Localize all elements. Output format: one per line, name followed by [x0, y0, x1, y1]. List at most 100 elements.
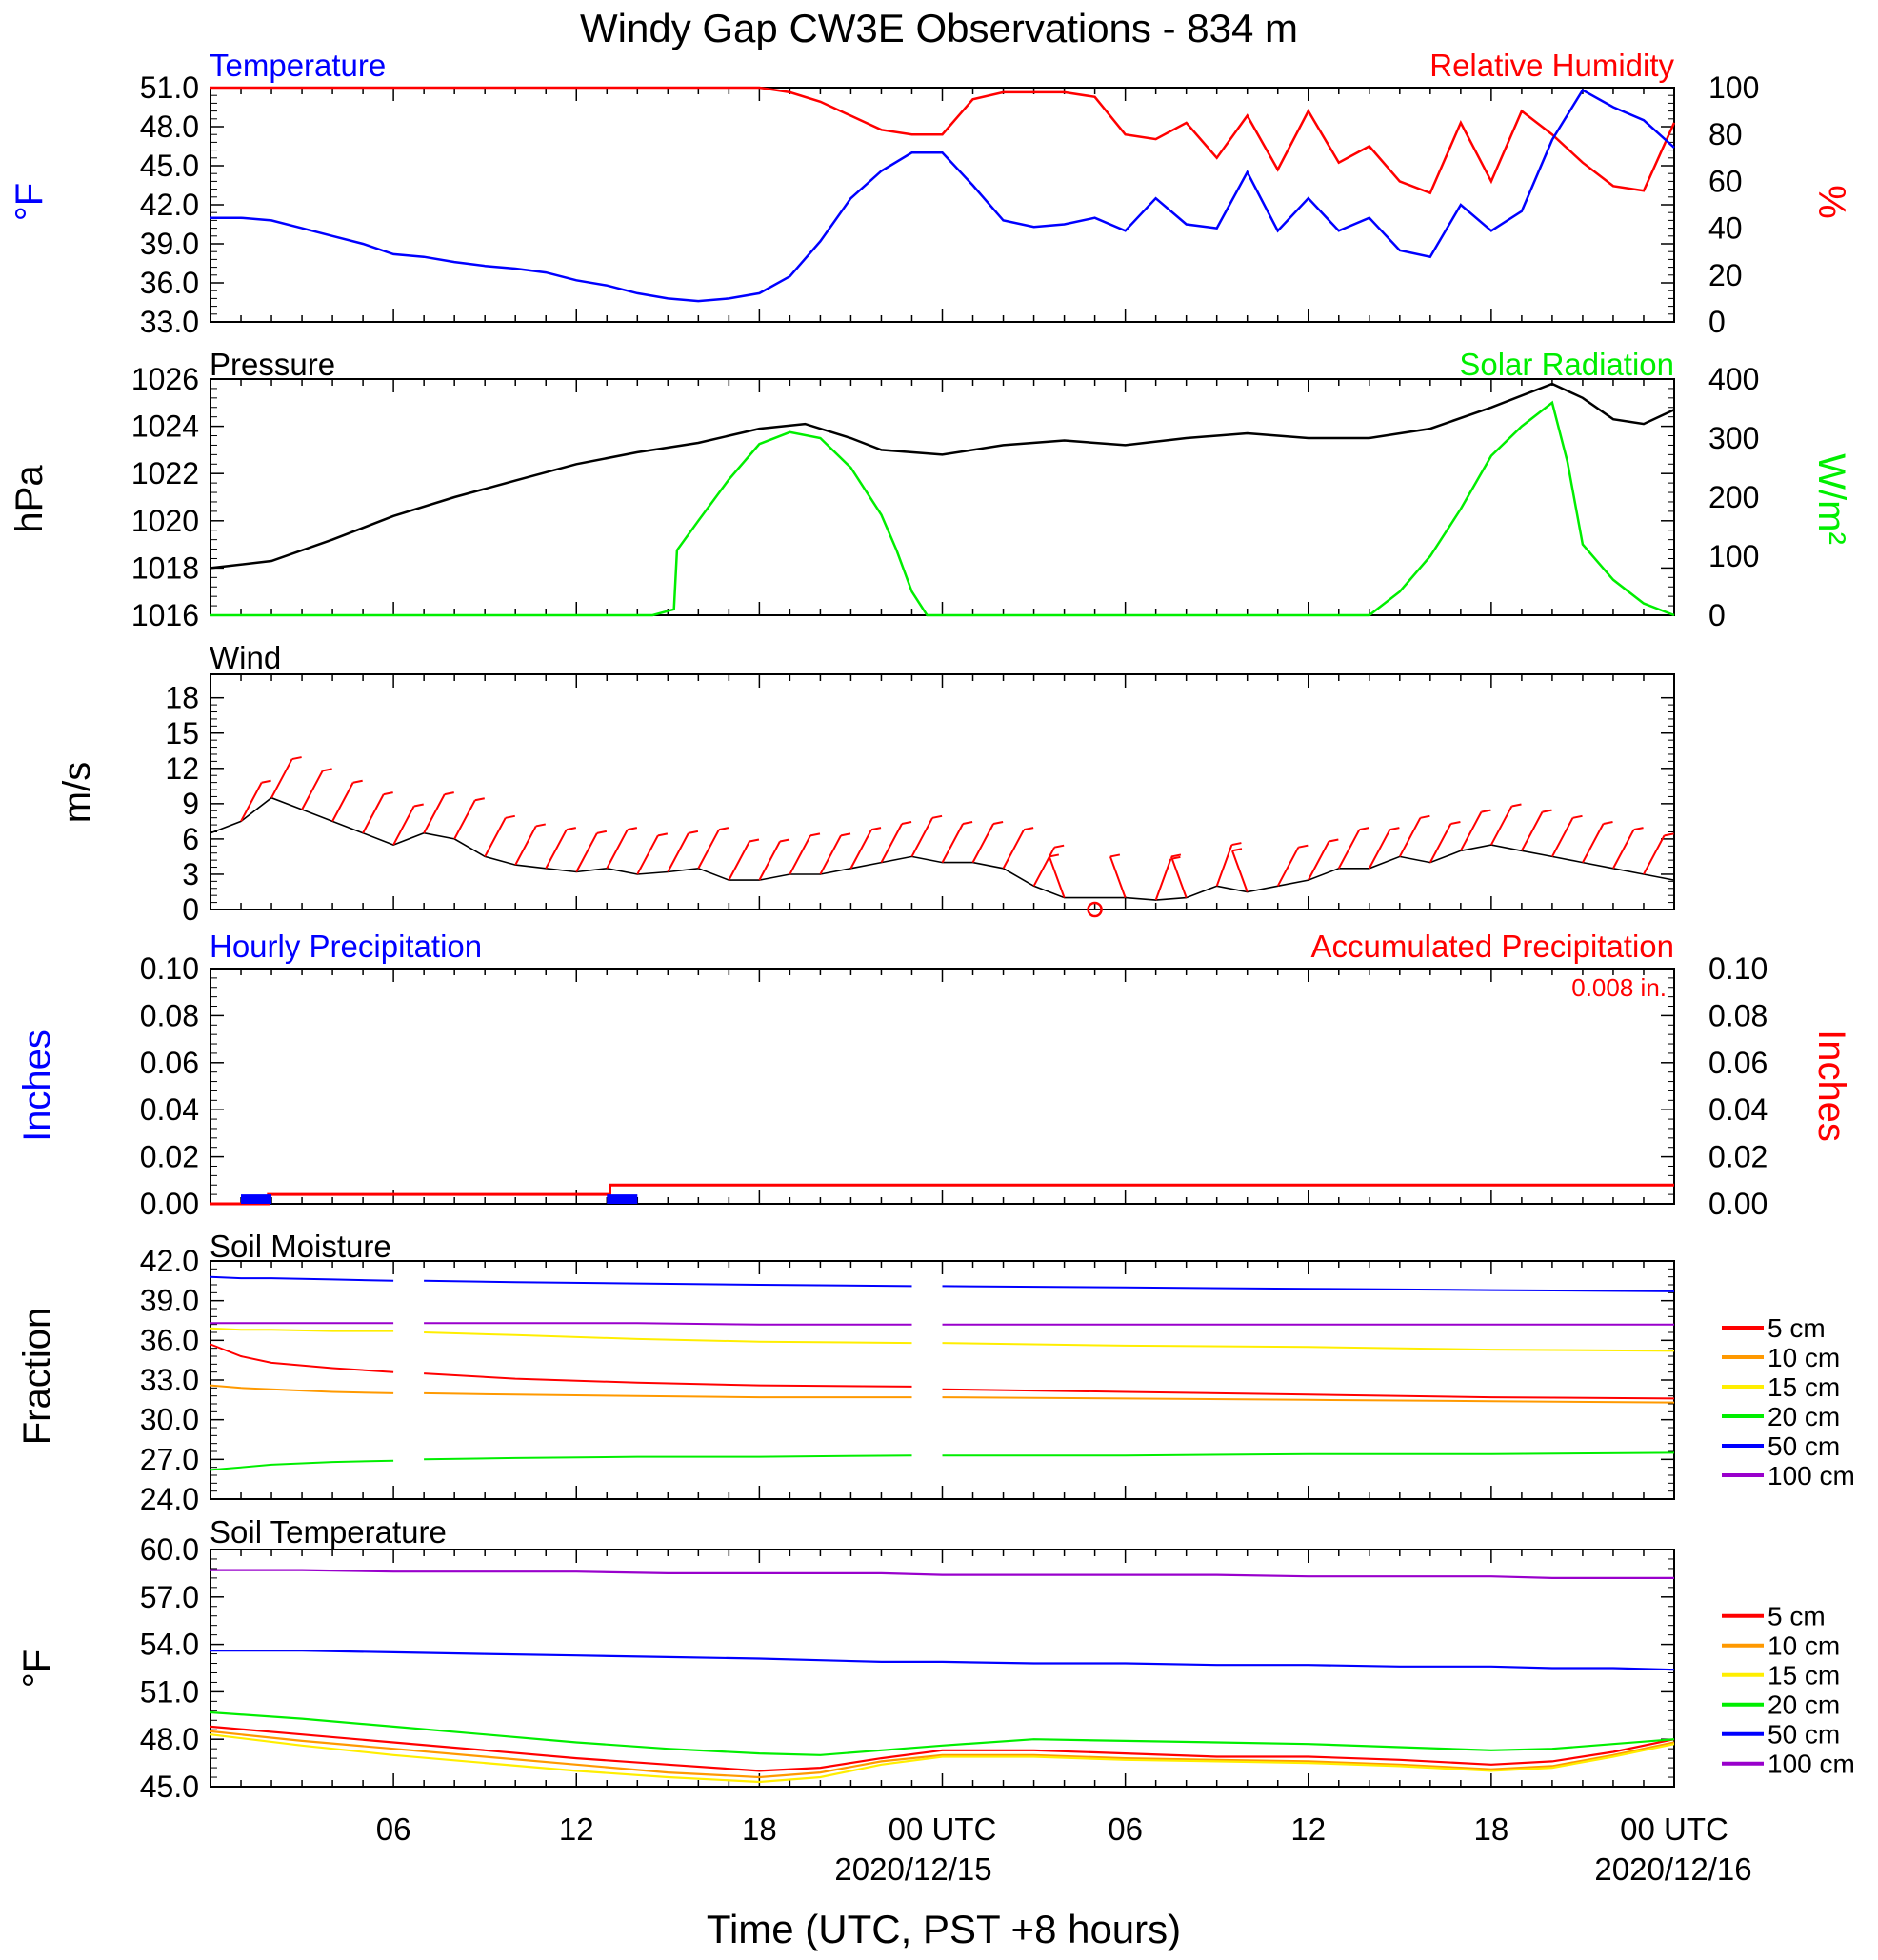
hourly-precip-ylabel: Inches — [16, 1030, 58, 1142]
y-tick-label-left: 0.00 — [140, 1187, 199, 1221]
y-tick-label-left: 33.0 — [140, 1363, 199, 1397]
wind-barb — [728, 841, 750, 881]
precipitation-plot: 0.00 0.02 0.04 0.06 0.08 0.10 0.00 0.02 0.04 0.06… — [140, 951, 1768, 1221]
series-soil-moisture-20cm — [942, 1451, 1675, 1457]
wind-barb-feather — [1109, 853, 1121, 858]
wind-barb-feather — [1231, 842, 1242, 847]
wind-barb — [1643, 834, 1666, 875]
wind-barb-feather — [870, 827, 882, 831]
y-tick-label-right: 200 — [1708, 480, 1759, 514]
y-tick-label-left: 1026 — [131, 362, 199, 396]
y-tick-label-left: 30.0 — [140, 1403, 199, 1437]
wind-barb — [1109, 856, 1127, 898]
y-tick-label-left: 0.08 — [140, 998, 199, 1032]
legend-label: 50 cm — [1768, 1431, 1840, 1461]
y-tick-label-left: 6 — [182, 822, 199, 856]
wind-barb-feather — [383, 791, 393, 796]
wind-barb-feather — [749, 838, 760, 843]
wind-barb — [1398, 817, 1422, 857]
y-tick-label-left: 12 — [165, 751, 199, 786]
y-tick-label-right: 0.04 — [1708, 1092, 1768, 1127]
wind-barb — [636, 834, 659, 875]
plot-frame — [210, 87, 1675, 323]
wind-barb-feather — [1664, 832, 1674, 837]
time-tick-label: 12 — [1290, 1811, 1326, 1847]
wind-barb — [606, 829, 629, 870]
y-tick-label-right: 0.06 — [1708, 1046, 1768, 1080]
wind-barb — [667, 832, 689, 872]
time-tick-label: 00 UTC — [1620, 1811, 1728, 1847]
y-tick-label-left: 60.0 — [140, 1532, 199, 1567]
wind-barb-feather — [931, 814, 943, 819]
legend-label: 100 cm — [1768, 1750, 1855, 1779]
y-tick-label-left: 27.0 — [140, 1442, 199, 1476]
accum-precip-total: 0.008 in. — [1571, 973, 1667, 1002]
legend-label: 5 cm — [1768, 1313, 1826, 1343]
y-tick-label-right: 20 — [1708, 258, 1743, 292]
accum-precip-title: Accumulated Precipitation — [1310, 929, 1674, 964]
wind-barb-feather — [627, 827, 638, 831]
soil-temp-ylabel: °F — [16, 1650, 58, 1688]
wind-barb — [758, 841, 781, 881]
y-tick-label-left: 1024 — [131, 410, 199, 444]
y-tick-label-left: 9 — [182, 787, 199, 821]
series-soil-moisture-10cm — [424, 1391, 912, 1399]
time-axis: 06 12 18 00 UTC 06 12 18 00 UTC — [376, 1811, 1728, 1847]
y-tick-label-left: 48.0 — [140, 1722, 199, 1756]
legend-label: 15 cm — [1768, 1661, 1840, 1690]
figure-title: Windy Gap CW3E Observations - 834 m — [580, 6, 1298, 50]
wind-barb-feather — [1359, 827, 1369, 831]
temp-title: Temperature — [210, 48, 386, 83]
wind-barb-feather — [291, 756, 302, 761]
solar-ylabel: W/m² — [1810, 453, 1852, 545]
y-tick-label-left: 51.0 — [140, 70, 199, 105]
series-soil-moisture-10cm — [942, 1396, 1675, 1404]
y-tick-label-left: 0.10 — [140, 951, 199, 986]
series-soil-temperature-10cm — [210, 1730, 1675, 1779]
soil-temp-title: Soil Temperature — [210, 1514, 447, 1550]
x-axis-label: Time (UTC, PST +8 hours) — [707, 1907, 1181, 1951]
wind-barb-feather — [535, 823, 547, 828]
pressure-title: Pressure — [210, 347, 335, 382]
wind-barb — [1154, 858, 1172, 901]
y-tick-label-left: 39.0 — [140, 1284, 199, 1318]
legend-label: 50 cm — [1768, 1720, 1840, 1750]
wind-barb-feather — [1572, 814, 1583, 819]
y-tick-label-right: 40 — [1708, 211, 1743, 246]
time-tick-label: 12 — [559, 1811, 594, 1847]
wind-barb — [819, 834, 842, 875]
wind-barb-feather — [1170, 853, 1182, 858]
wind-barb-feather — [992, 821, 1004, 825]
series-soil-moisture-100cm — [424, 1322, 912, 1326]
y-tick-label-right: 60 — [1708, 164, 1743, 198]
series-soil-moisture-20cm — [424, 1454, 912, 1461]
y-tick-label-left: 1022 — [131, 456, 199, 490]
hourly-precip-bar — [607, 1194, 638, 1204]
series-solar-radiation — [210, 400, 1675, 617]
wind-barb — [1428, 823, 1452, 864]
y-tick-label-left: 18 — [165, 681, 199, 715]
wind-barb-feather — [322, 768, 332, 772]
wind-barb-feather — [901, 821, 912, 825]
wind-barb — [1231, 850, 1249, 892]
wind-title: Wind — [210, 640, 281, 675]
wind-barb — [1002, 829, 1026, 870]
date-label-1: 2020/12/15 — [834, 1851, 991, 1887]
y-tick-label-left: 1016 — [131, 598, 199, 632]
y-tick-label-left: 0 — [182, 892, 199, 927]
wind-barb-feather — [1450, 821, 1461, 825]
wind-barb — [971, 823, 994, 864]
y-tick-label-left: 39.0 — [140, 227, 199, 261]
y-tick-label-right: 100 — [1708, 539, 1759, 573]
soil-moisture-plot: 24.0 27.0 30.0 33.0 36.0 39.0 42.0 — [140, 1244, 1675, 1516]
wind-barb — [331, 782, 354, 822]
wind-barb — [789, 834, 811, 875]
wind-barb-feather — [505, 814, 515, 819]
panel-soil-moisture: Soil Moisture Fraction 24.0 27.0 30.0 33.0 3… — [16, 1229, 1855, 1516]
wind-barb-feather — [1053, 844, 1065, 849]
wind-ylabel: m/s — [56, 762, 98, 823]
wind-barb — [575, 832, 598, 872]
time-tick-label: 06 — [376, 1811, 411, 1847]
